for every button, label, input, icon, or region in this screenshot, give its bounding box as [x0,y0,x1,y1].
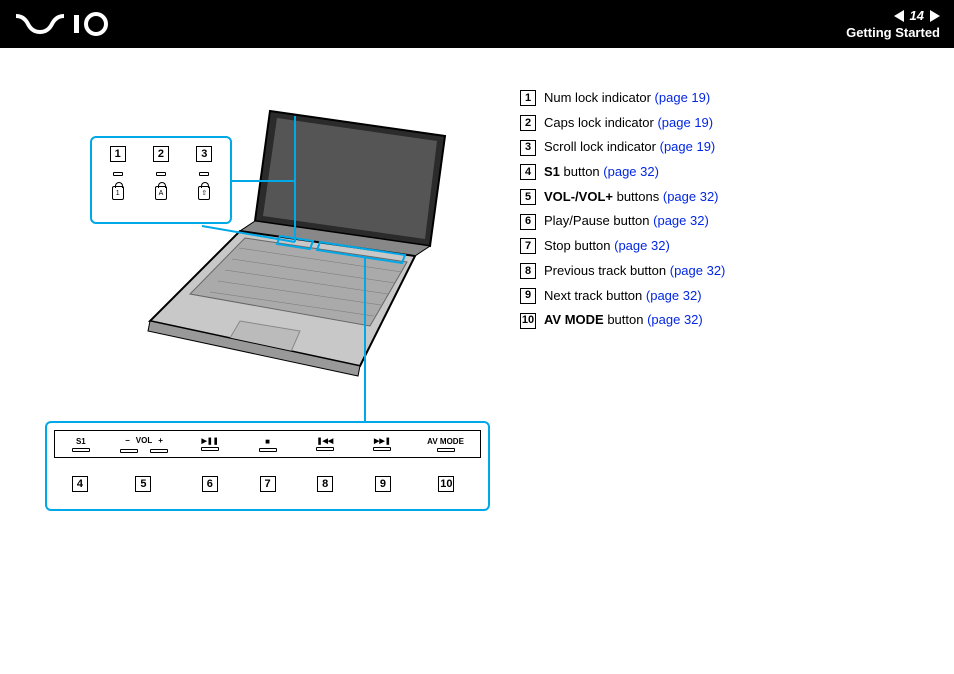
next-page-icon[interactable] [930,10,940,22]
legend-item: 4S1 button (page 32) [520,160,725,185]
callout-num-3: 3 [196,146,212,162]
legend-list: 1Num lock indicator (page 19) 2Caps lock… [500,86,725,536]
scrolllock-icon: ⇧ [198,186,210,200]
callout-num-4: 4 [72,476,88,492]
legend-item: 5VOL-/VOL+ buttons (page 32) [520,185,725,210]
page-header: 14 Getting Started [0,0,954,48]
avmode-label: AV MODE [427,437,464,446]
led-icon [113,172,123,176]
page-link[interactable]: (page 32) [647,312,703,327]
callout-num-5: 5 [135,476,151,492]
section-title: Getting Started [846,25,940,40]
callout-num-8: 8 [317,476,333,492]
callout-num-9: 9 [375,476,391,492]
led-icon [156,172,166,176]
legend-item: 6Play/Pause button (page 32) [520,209,725,234]
callout-num-2: 2 [153,146,169,162]
numlock-icon: 1 [112,186,124,200]
page-link[interactable]: (page 32) [614,238,670,253]
stop-icon: ■ [265,437,270,446]
page-content: 1 1 2 A 3 ⇧ S1 [0,48,954,536]
callout-num-1: 1 [110,146,126,162]
next-icon: ▶▶❚ [374,437,391,445]
legend-item: 2Caps lock indicator (page 19) [520,111,725,136]
callout-num-6: 6 [202,476,218,492]
vol-label: VOL [136,436,152,445]
s1-label: S1 [76,437,86,446]
callout-num-10: 10 [438,476,454,492]
page-link[interactable]: (page 32) [603,164,659,179]
page-link[interactable]: (page 32) [670,263,726,278]
page-number: 14 [910,8,924,23]
prev-icon: ❚◀◀ [317,437,334,445]
capslock-icon: A [155,186,167,200]
page-link[interactable]: (page 32) [663,189,719,204]
legend-item: 10AV MODE button (page 32) [520,308,725,333]
play-icon: ▶❚❚ [202,437,219,445]
page-link[interactable]: (page 19) [657,115,713,130]
button-strip: S1 − VOL + ▶❚❚ ■ [54,430,481,458]
callout-num-7: 7 [260,476,276,492]
page-nav: 14 Getting Started [846,8,940,40]
led-icon [199,172,209,176]
page-link[interactable]: (page 32) [653,213,709,228]
page-link[interactable]: (page 19) [660,139,716,154]
legend-item: 9Next track button (page 32) [520,284,725,309]
page-link[interactable]: (page 32) [646,288,702,303]
indicators-callout: 1 1 2 A 3 ⇧ [90,136,232,224]
media-buttons-callout: S1 − VOL + ▶❚❚ ■ [45,421,490,511]
vaio-logo [14,12,134,36]
page-link[interactable]: (page 19) [655,90,711,105]
legend-item: 8Previous track button (page 32) [520,259,725,284]
figure-area: 1 1 2 A 3 ⇧ S1 [20,86,500,536]
prev-page-icon[interactable] [894,10,904,22]
legend-item: 7Stop button (page 32) [520,234,725,259]
legend-item: 3Scroll lock indicator (page 19) [520,135,725,160]
legend-item: 1Num lock indicator (page 19) [520,86,725,111]
